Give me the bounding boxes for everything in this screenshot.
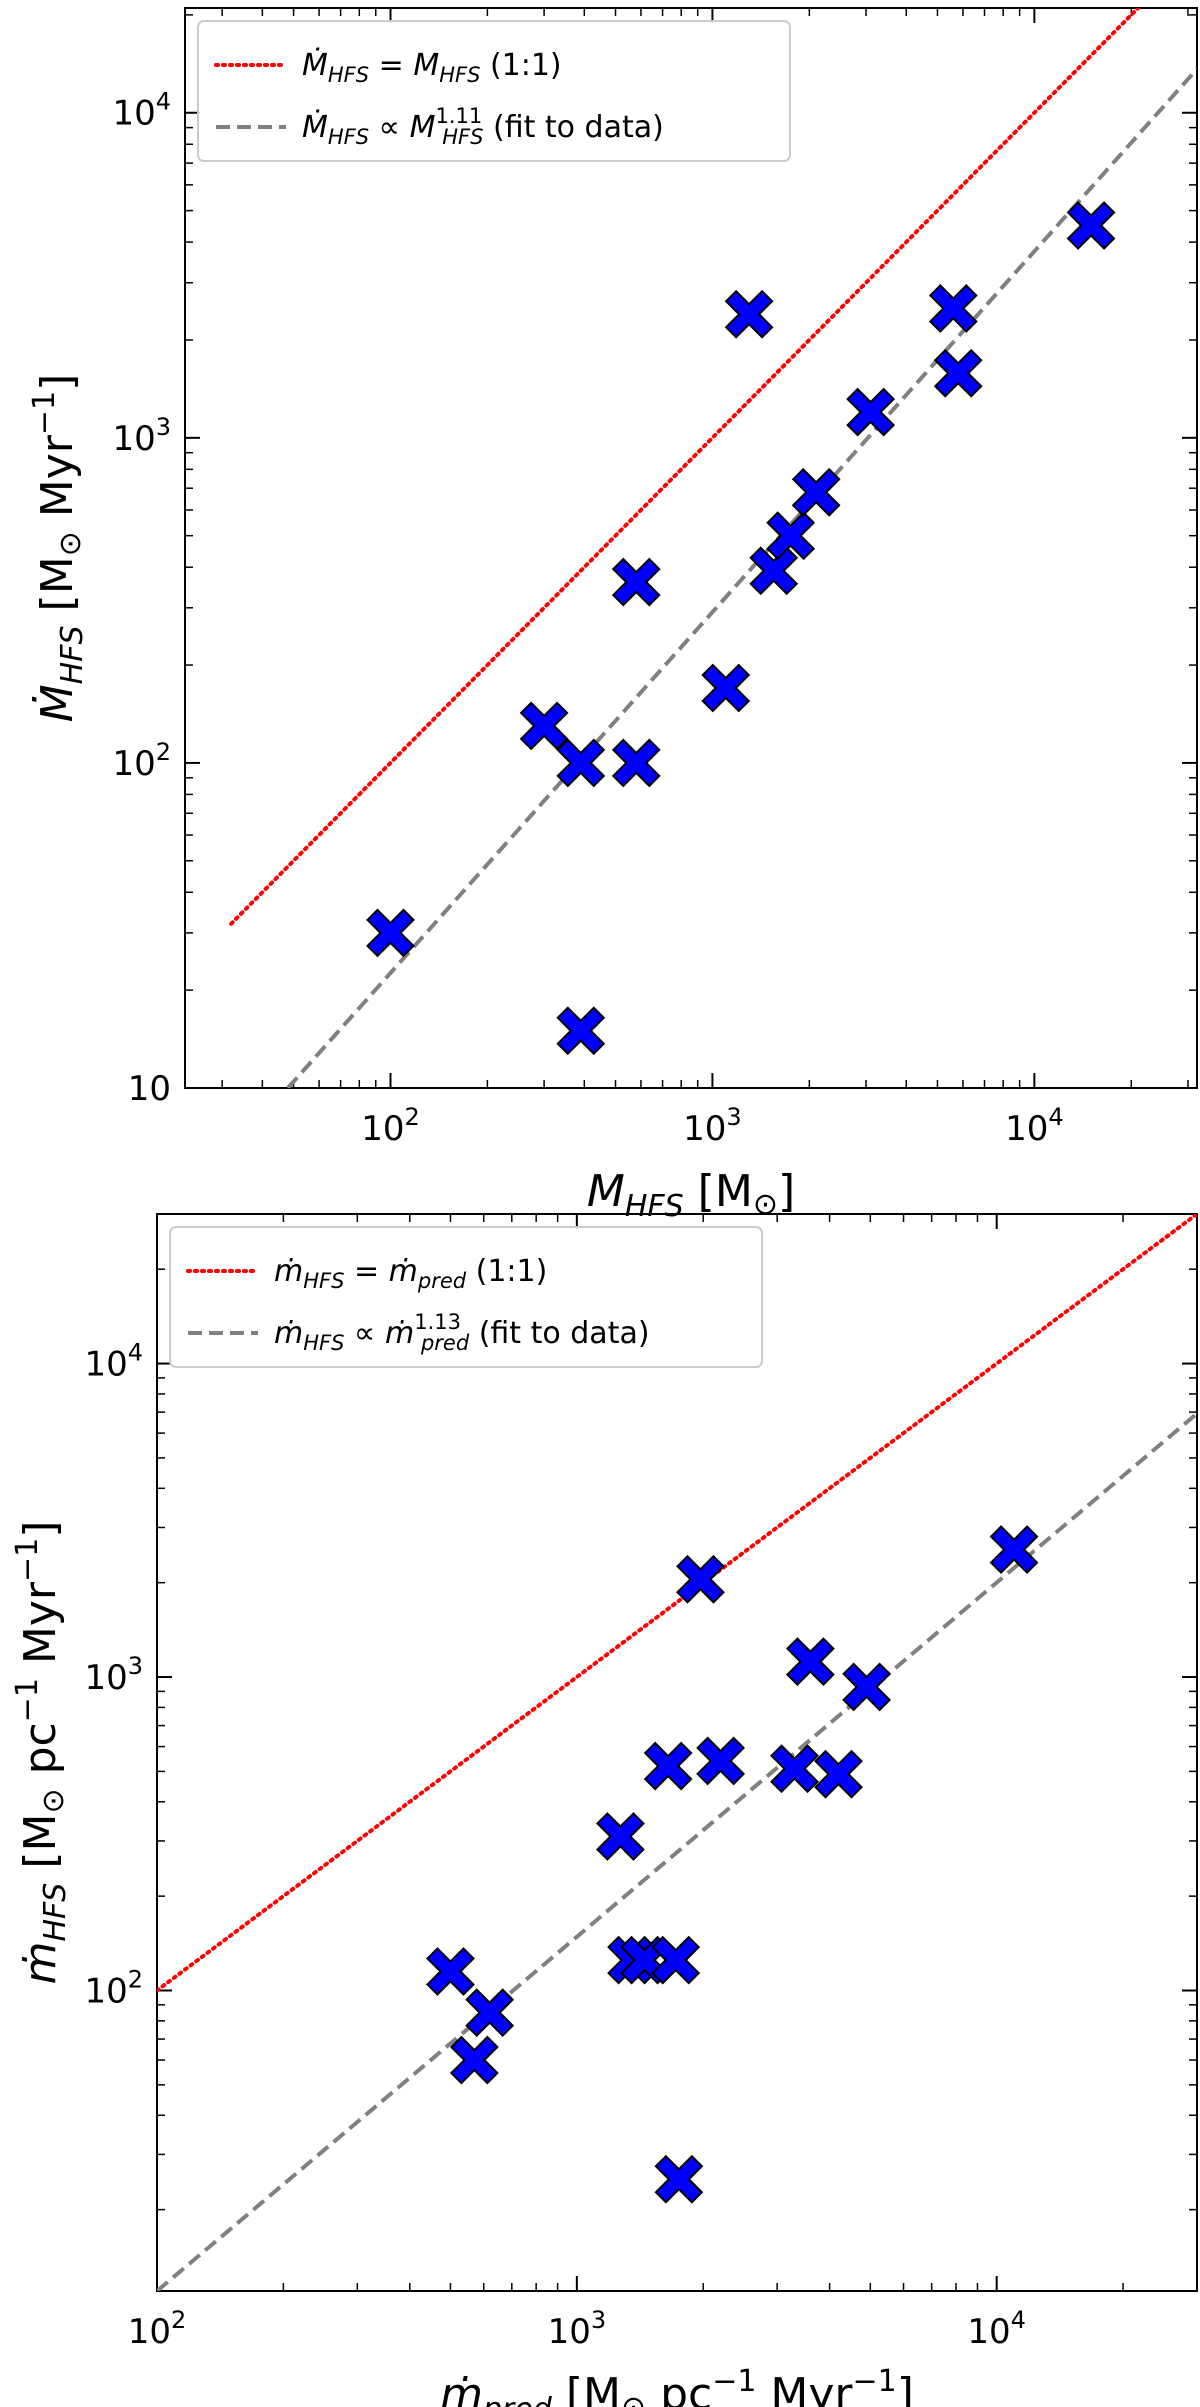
x-tick-label: 104 [967,2306,1026,2352]
data-point [846,387,896,437]
data-point [770,1744,819,1794]
y-tick-label: 10 [128,1069,171,1109]
legend-entry: ṀHFS = MHFS (1:1) [302,47,562,87]
y-axis-label: ṁHFS [M⊙ pc−1 Myr−1] [10,1521,73,1985]
fit-line [157,1412,1197,2291]
x-axis-label: ṁpred [M⊙ pc−1 Myr−1] [440,2364,914,2407]
x-tick-label: 103 [548,2306,607,2352]
legend-entry: ṀHFS ∝ M1.11 HFS (fit to data) [302,104,664,149]
legend: ṁHFS = ṁpred (1:1) ṁHFS ∝ ṁ1.13 pred (fit … [169,1226,763,1368]
data-point [701,663,751,713]
x-tick-label: 102 [128,2306,187,2352]
one-to-one-line [157,1214,1197,1993]
data-point [724,289,774,339]
legend-entry: ṁHFS = ṁpred (1:1) [274,1254,547,1293]
legend-box [169,1226,763,1368]
x-tick-label: 104 [1005,1103,1064,1149]
data-point [928,284,978,333]
data-point [611,557,661,607]
data-point [814,1749,863,1799]
one-to-one-line [229,8,1141,926]
y-tick-label: 103 [84,1652,143,1698]
data-point [791,467,841,517]
data-point [651,1935,701,1985]
axes-frame [156,1213,1198,2292]
data-point [785,1637,835,1687]
plot-area [229,8,1197,1088]
y-axis-label: ṀHFS [M⊙ Myr−1] [27,374,90,723]
data-point [989,1525,1039,1575]
legend-entry: ṁHFS ∝ ṁ1.13 pred (fit to data) [274,1310,650,1355]
y-tick-label: 102 [84,1966,143,2012]
data-point [519,701,569,751]
data-point [933,348,983,398]
data-point [643,1741,693,1791]
data-point [366,908,415,958]
x-tick-label: 102 [361,1103,420,1149]
data-point [842,1662,892,1712]
plot-area [157,1214,1197,2291]
data-point [556,1006,606,1056]
data-point [654,2154,704,2204]
data-point [676,1554,725,1604]
data-point [449,2035,499,2085]
legend: ṀHFS = MHFS (1:1) ṀHFS ∝ M1.11 HFS (fit to… [197,20,791,162]
data-point [556,738,606,788]
data-point [611,738,661,788]
data-point [596,1812,645,1861]
data-point [465,1988,515,2038]
y-tick-label: 104 [112,88,171,134]
y-tick-label: 102 [112,738,171,784]
data-point [696,1736,746,1786]
data-point [426,1947,475,1996]
x-axis-label: MHFS [M⊙] [587,1166,795,1224]
y-tick-label: 104 [84,1339,143,1385]
x-tick-label: 103 [683,1103,742,1149]
data-point [766,511,816,561]
fit-line [286,67,1197,1088]
legend-box [197,20,791,162]
data-point [1066,201,1116,250]
axes-frame [184,7,1198,1089]
data-point [749,546,799,596]
y-tick-label: 103 [112,413,171,459]
